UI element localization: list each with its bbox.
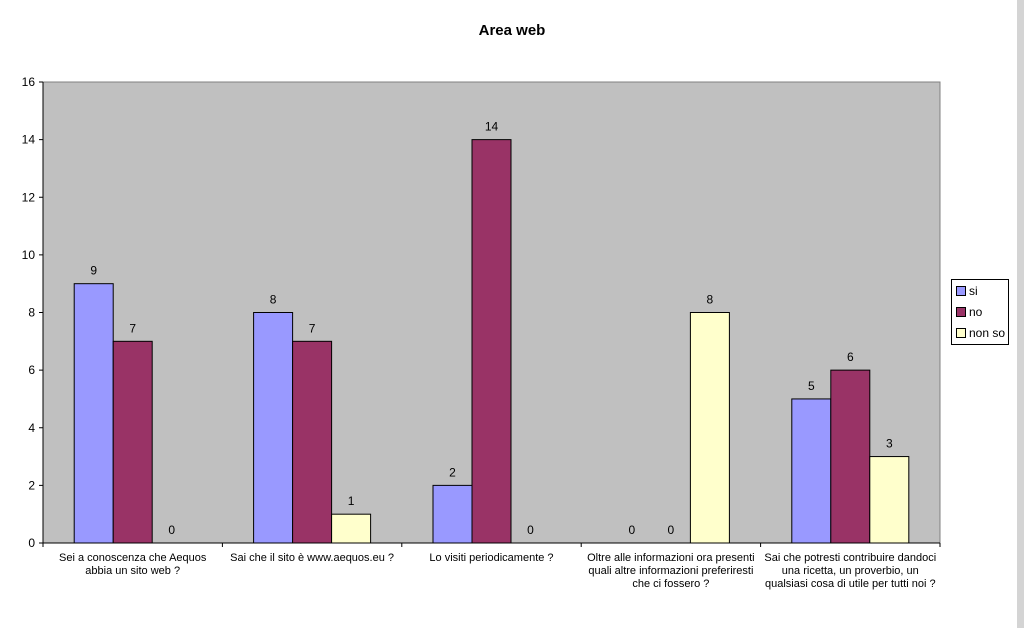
y-tick-label: 6 [28, 363, 35, 377]
y-tick-label: 12 [22, 190, 36, 204]
bar-non-so [331, 513, 372, 544]
legend-label: no [969, 305, 983, 319]
legend-label: non so [969, 326, 1006, 340]
data-label: 5 [808, 379, 815, 393]
x-category-label: Sai che potresti contribuire dandoci una… [764, 552, 937, 590]
x-category-label: Oltre alle informazioni ora presenti qua… [587, 552, 755, 590]
x-category-label: Sei a conoscenza che Aequos abbia un sit… [59, 552, 207, 577]
legend-swatch [956, 306, 966, 317]
y-tick-label: 2 [28, 478, 35, 492]
data-label: 0 [168, 523, 175, 537]
data-label: 8 [707, 293, 714, 307]
data-label: 1 [348, 494, 355, 508]
data-label: 6 [847, 350, 854, 364]
data-label: 3 [886, 437, 893, 451]
legend-item: si [956, 283, 978, 299]
bar-si [432, 484, 473, 544]
legend: si no non so [951, 279, 1009, 345]
data-label: 0 [629, 523, 636, 537]
bar-si [791, 398, 832, 544]
data-label: 7 [129, 321, 136, 335]
legend-item: no [956, 304, 982, 320]
legend-label: si [969, 284, 978, 298]
bar-no [292, 340, 333, 544]
bar-no [112, 340, 153, 544]
bar-non-so [689, 312, 730, 544]
bar-non-so [869, 456, 910, 544]
x-category-label: Lo visiti periodicamente ? [429, 552, 554, 564]
legend-item: non so [956, 325, 1005, 341]
bar-si [73, 283, 114, 544]
y-tick-label: 0 [28, 536, 35, 550]
data-label: 9 [90, 264, 97, 278]
bar-si [253, 312, 294, 544]
x-category-label: Sai che il sito è www.aequos.eu ? [230, 552, 395, 564]
data-label: 14 [485, 120, 499, 134]
data-label: 2 [449, 465, 456, 479]
data-label: 0 [527, 523, 534, 537]
data-label: 0 [668, 523, 675, 537]
y-tick-label: 4 [28, 421, 35, 435]
bar-no [471, 139, 512, 544]
y-tick-label: 10 [22, 248, 36, 262]
y-tick-label: 8 [28, 306, 35, 320]
y-tick-label: 16 [22, 75, 36, 89]
bar-no [830, 369, 871, 544]
window-edge [1017, 0, 1024, 628]
y-tick-label: 14 [22, 133, 36, 147]
data-label: 7 [309, 321, 316, 335]
chart-title: Area web [478, 22, 546, 39]
legend-swatch [956, 327, 966, 338]
data-label: 8 [270, 293, 277, 307]
legend-swatch [956, 285, 966, 296]
